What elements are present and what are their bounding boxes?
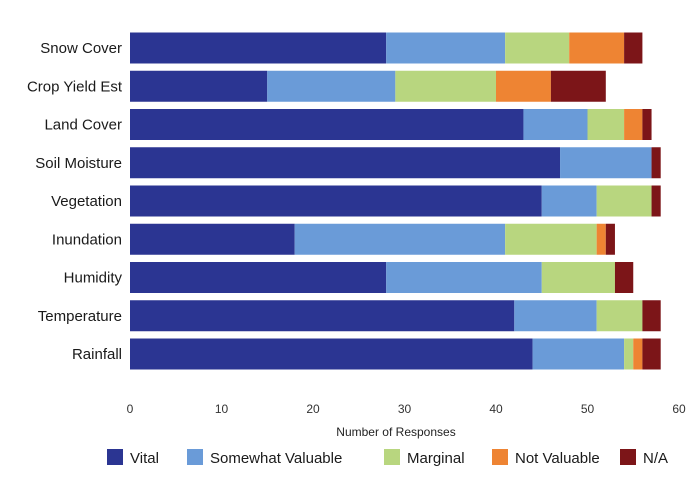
bar-humidity-vital bbox=[130, 262, 387, 293]
bar-rainfall-n-a bbox=[642, 338, 661, 370]
x-axis-title: Number of Responses bbox=[336, 425, 455, 439]
bar-land-cover-not-valuable bbox=[624, 109, 643, 140]
bar-crop-yield-est-somewhat-valuable bbox=[267, 70, 396, 102]
bar-crop-yield-est-vital bbox=[130, 70, 268, 102]
x-tick-label-20: 20 bbox=[306, 402, 320, 416]
bar-crop-yield-est-marginal bbox=[395, 70, 496, 102]
legend-swatch-not-valuable bbox=[492, 449, 508, 465]
bar-land-cover-vital bbox=[130, 109, 524, 140]
bar-temperature-somewhat-valuable bbox=[514, 300, 597, 332]
bars-layer bbox=[130, 32, 661, 370]
bar-crop-yield-est-not-valuable bbox=[496, 70, 551, 102]
x-tick-label-10: 10 bbox=[215, 402, 229, 416]
bar-crop-yield-est-n-a bbox=[550, 70, 606, 102]
legend-swatch-somewhat-valuable bbox=[187, 449, 203, 465]
bar-temperature-vital bbox=[130, 300, 515, 332]
x-tick-label-60: 60 bbox=[672, 402, 686, 416]
bar-inundation-not-valuable bbox=[596, 223, 606, 255]
category-labels: Snow Cover Crop Yield Est Land Cover Soil M… bbox=[27, 40, 123, 363]
bar-inundation-somewhat-valuable bbox=[294, 223, 506, 255]
bar-snow-cover-not-valuable bbox=[569, 32, 625, 64]
legend-label-vital: Vital bbox=[130, 450, 159, 467]
x-axis: 0 10 20 30 40 50 60 bbox=[127, 402, 686, 416]
bar-snow-cover-marginal bbox=[505, 32, 570, 64]
bar-snow-cover-somewhat-valuable bbox=[386, 32, 506, 64]
bar-land-cover-marginal bbox=[587, 109, 625, 140]
bar-temperature-marginal bbox=[596, 300, 643, 332]
legend-label-somewhat-valuable: Somewhat Valuable bbox=[210, 450, 342, 467]
x-tick-label-0: 0 bbox=[127, 402, 134, 416]
category-label-land-cover: Land Cover bbox=[44, 117, 122, 134]
bar-inundation-n-a bbox=[605, 223, 615, 255]
bar-humidity-marginal bbox=[541, 262, 615, 293]
category-label-inundation: Inundation bbox=[52, 231, 122, 248]
bar-temperature-n-a bbox=[642, 300, 661, 332]
bar-inundation-marginal bbox=[505, 223, 597, 255]
legend-swatch-marginal bbox=[384, 449, 400, 465]
legend-label-not-valuable: Not Valuable bbox=[515, 450, 600, 467]
bar-snow-cover-n-a bbox=[624, 32, 643, 64]
x-tick-label-30: 30 bbox=[398, 402, 412, 416]
legend: Vital Somewhat Valuable Marginal Not Valuab… bbox=[107, 449, 668, 467]
bar-humidity-somewhat-valuable bbox=[386, 262, 542, 293]
category-label-snow-cover: Snow Cover bbox=[40, 40, 122, 57]
bar-land-cover-somewhat-valuable bbox=[523, 109, 588, 140]
bar-vegetation-somewhat-valuable bbox=[541, 185, 597, 217]
bar-rainfall-marginal bbox=[624, 338, 634, 370]
bar-snow-cover-vital bbox=[130, 32, 387, 64]
bar-vegetation-marginal bbox=[596, 185, 652, 217]
category-label-soil-moisture: Soil Moisture bbox=[35, 155, 122, 172]
bar-rainfall-somewhat-valuable bbox=[532, 338, 625, 370]
legend-swatch-vital bbox=[107, 449, 123, 465]
bar-land-cover-n-a bbox=[642, 109, 652, 140]
bar-vegetation-n-a bbox=[651, 185, 661, 217]
bar-soil-moisture-vital bbox=[130, 147, 561, 179]
x-tick-label-50: 50 bbox=[581, 402, 595, 416]
x-tick-label-40: 40 bbox=[489, 402, 503, 416]
bar-soil-moisture-somewhat-valuable bbox=[560, 147, 652, 179]
legend-swatch-n-a bbox=[620, 449, 636, 465]
legend-label-n-a: N/A bbox=[643, 450, 668, 467]
bar-soil-moisture-n-a bbox=[651, 147, 661, 179]
bar-vegetation-vital bbox=[130, 185, 542, 217]
category-label-rainfall: Rainfall bbox=[72, 346, 122, 363]
category-label-vegetation: Vegetation bbox=[51, 193, 122, 210]
category-label-temperature: Temperature bbox=[38, 308, 122, 325]
bar-rainfall-vital bbox=[130, 338, 533, 370]
category-label-crop-yield-est: Crop Yield Est bbox=[27, 78, 123, 95]
bar-inundation-vital bbox=[130, 223, 295, 255]
bar-rainfall-not-valuable bbox=[633, 338, 643, 370]
bar-humidity-n-a bbox=[614, 262, 634, 293]
category-label-humidity: Humidity bbox=[64, 270, 123, 287]
legend-label-marginal: Marginal bbox=[407, 450, 465, 467]
